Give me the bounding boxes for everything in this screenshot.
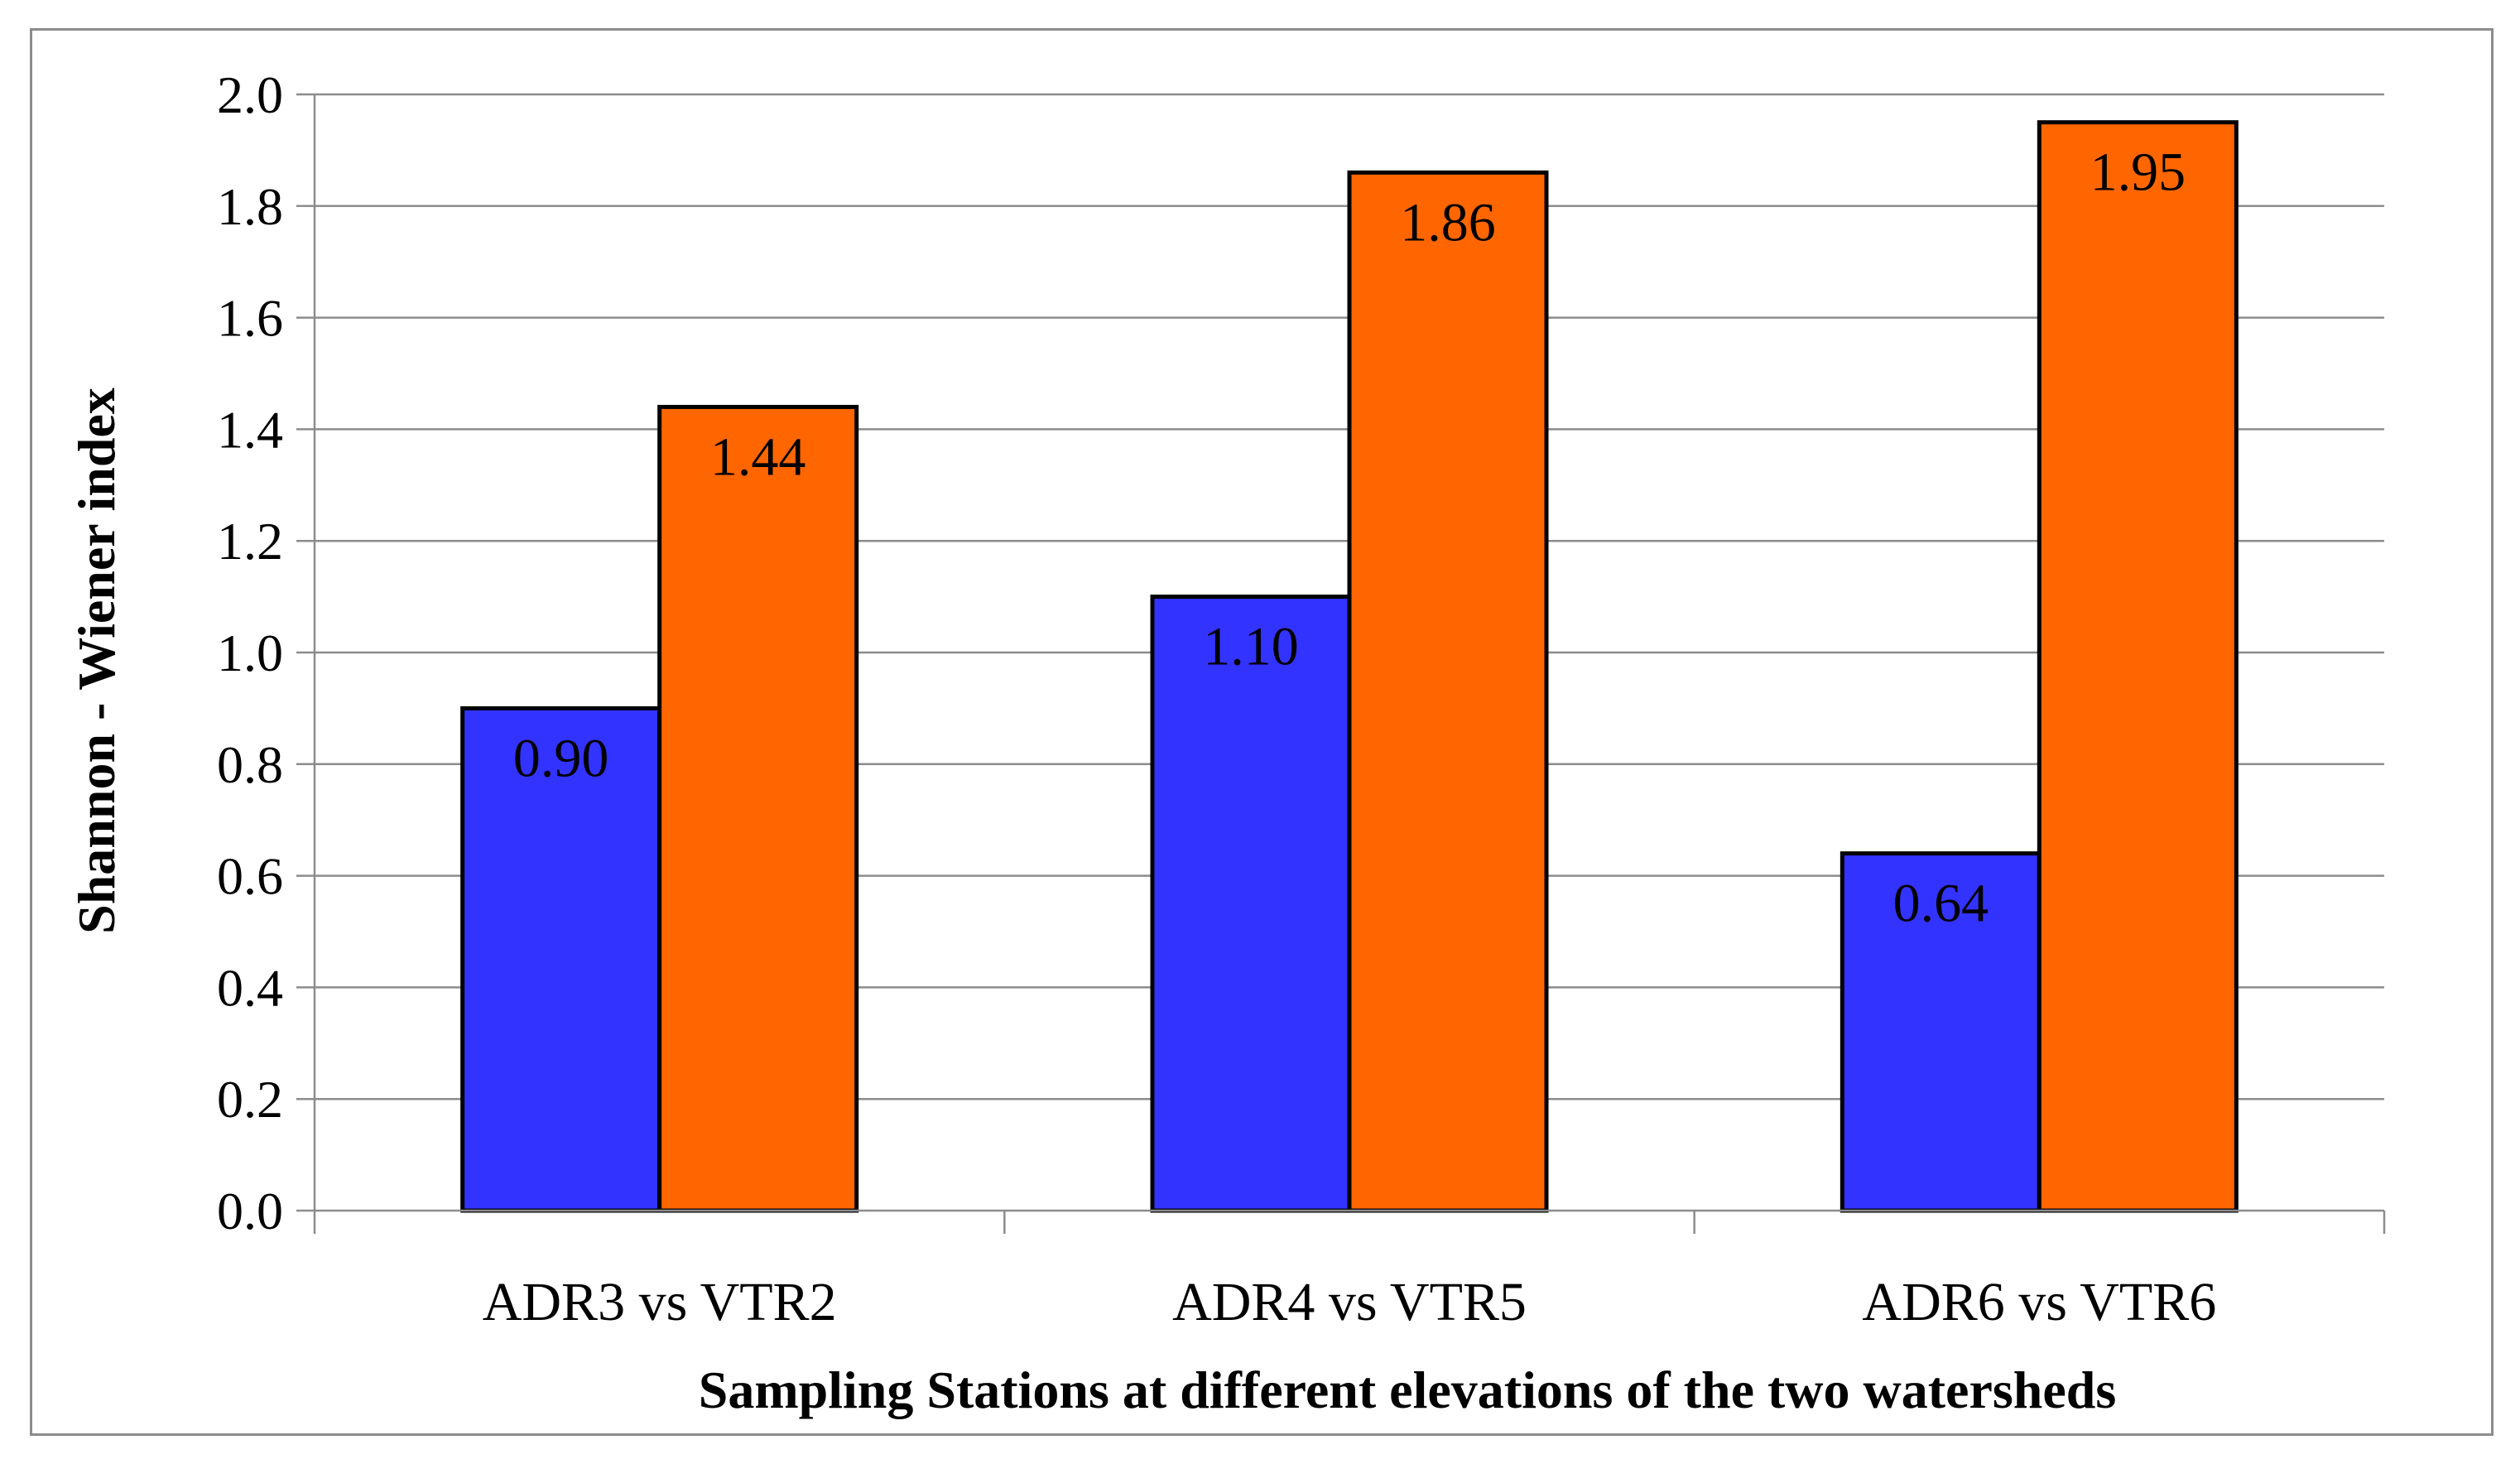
bar-adr bbox=[460, 706, 662, 1213]
bar-vtr bbox=[657, 404, 859, 1213]
data-label: 1.44 bbox=[710, 426, 806, 487]
data-label: 0.64 bbox=[1893, 874, 1989, 934]
axes bbox=[296, 93, 2386, 1234]
y-tick-label: 1.4 bbox=[217, 400, 283, 459]
y-tick-label: 1.8 bbox=[217, 177, 283, 236]
x-tick-label: ADR6 vs VTR6 bbox=[1862, 1272, 2216, 1332]
data-label: 1.10 bbox=[1203, 617, 1299, 677]
x-tick-label: ADR3 vs VTR2 bbox=[483, 1272, 837, 1332]
x-axis-title: Sampling Stations at different elevation… bbox=[699, 1360, 2117, 1419]
y-axis-title: Shannon - Wiener index bbox=[67, 388, 126, 934]
data-label: 1.95 bbox=[2090, 142, 2186, 203]
data-label: 1.86 bbox=[1400, 192, 1496, 253]
data-label: 0.90 bbox=[513, 728, 609, 788]
bar-adr bbox=[1150, 595, 1352, 1213]
y-tick-label: 0.0 bbox=[217, 1182, 283, 1240]
y-tick-label: 0.8 bbox=[217, 735, 283, 794]
bars bbox=[460, 120, 2239, 1213]
y-tick-label: 1.2 bbox=[217, 512, 283, 571]
bar-vtr bbox=[2037, 120, 2239, 1213]
labels: 0.0 0.2 0.4 0.6 0.8 1.0 1.2 1.4 1.6 1.8 2.0 0.90 1.4… bbox=[217, 65, 2216, 1332]
y-tick-label: 0.4 bbox=[217, 958, 283, 1017]
y-tick-label: 0.6 bbox=[217, 847, 283, 906]
x-tick-label: ADR4 vs VTR5 bbox=[1172, 1272, 1527, 1332]
y-tick-label: 1.6 bbox=[217, 289, 283, 348]
bar-vtr bbox=[1347, 170, 1549, 1213]
y-tick-label: 0.2 bbox=[217, 1070, 283, 1129]
y-tick-label: 1.0 bbox=[217, 624, 283, 682]
y-tick-label: 2.0 bbox=[217, 65, 283, 124]
